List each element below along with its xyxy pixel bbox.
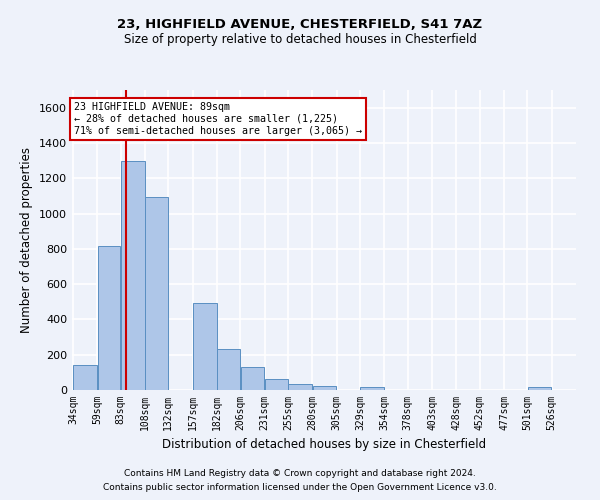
Text: Size of property relative to detached houses in Chesterfield: Size of property relative to detached ho… [124,32,476,46]
Bar [98,246,120,390]
Y-axis label: Number of detached properties: Number of detached properties [20,147,34,333]
Bar [73,366,97,390]
Bar [361,388,384,390]
Bar [313,386,336,390]
Text: Contains public sector information licensed under the Open Government Licence v3: Contains public sector information licen… [103,484,497,492]
Bar [145,197,168,390]
Text: 23 HIGHFIELD AVENUE: 89sqm
← 28% of detached houses are smaller (1,225)
71% of s: 23 HIGHFIELD AVENUE: 89sqm ← 28% of deta… [74,102,362,136]
Text: 23, HIGHFIELD AVENUE, CHESTERFIELD, S41 7AZ: 23, HIGHFIELD AVENUE, CHESTERFIELD, S41 … [118,18,482,30]
X-axis label: Distribution of detached houses by size in Chesterfield: Distribution of detached houses by size … [162,438,486,452]
Bar [241,367,264,390]
Bar [121,162,145,390]
Bar [265,378,287,390]
Text: Contains HM Land Registry data © Crown copyright and database right 2024.: Contains HM Land Registry data © Crown c… [124,468,476,477]
Bar [217,350,240,390]
Bar [193,302,217,390]
Bar [289,384,312,390]
Bar [528,388,551,390]
